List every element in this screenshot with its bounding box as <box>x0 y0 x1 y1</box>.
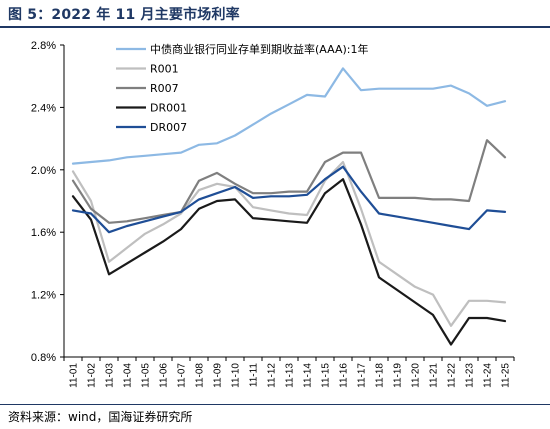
y-tick-label: 0.8% <box>31 352 56 364</box>
x-tick-label: 11-02 <box>87 363 98 388</box>
legend-label: 中债商业银行同业存单到期收益率(AAA):1年 <box>150 42 368 56</box>
x-tick-label: 11-24 <box>483 363 494 388</box>
source-rule <box>0 404 550 405</box>
x-tick-label: 11-25 <box>501 363 512 388</box>
legend-label: DR001 <box>150 102 187 115</box>
chart-title: 图 5：2022 年 11 月主要市场利率 <box>8 7 240 23</box>
x-tick-label: 11-21 <box>429 363 440 388</box>
x-tick-label: 11-16 <box>339 363 350 388</box>
legend-label: R001 <box>150 63 179 76</box>
series-line-3 <box>71 178 507 346</box>
y-tick-label: 2.8% <box>31 40 56 52</box>
x-tick-label: 11-17 <box>357 363 368 388</box>
x-tick-label: 11-19 <box>393 363 404 388</box>
legend-label: R007 <box>150 82 179 95</box>
series-line-1 <box>71 160 507 327</box>
x-tick-label: 11-03 <box>105 363 116 388</box>
x-tick-label: 11-23 <box>465 363 476 388</box>
x-tick-label: 11-07 <box>177 363 188 388</box>
line-chart: 2.8% 2.4% 2.0% 1.6% 1.2% 0.8% 11-01 11-02 11-03 1… <box>31 40 515 388</box>
series-line-2 <box>71 139 507 224</box>
x-tick-label: 11-01 <box>69 363 80 388</box>
source-note: 资料来源：wind，国海证券研究所 <box>8 410 193 424</box>
legend-label: DR007 <box>150 121 187 134</box>
x-tick-label: 11-08 <box>195 363 206 388</box>
title-rule <box>0 26 550 28</box>
chart-axes: 2.8% 2.4% 2.0% 1.6% 1.2% 0.8% 11-01 11-02 11-03 1… <box>31 40 515 388</box>
chart-legend: 中债商业银行同业存单到期收益率(AAA):1年 R001 R007 DR001 DR00… <box>116 42 368 134</box>
x-tick-label: 11-05 <box>141 363 152 388</box>
y-tick-label: 1.2% <box>31 290 56 302</box>
series-line-4 <box>71 165 507 234</box>
x-tick-label: 11-22 <box>447 363 458 388</box>
x-tick-label: 11-12 <box>267 363 278 388</box>
x-tick-label: 11-04 <box>123 363 134 388</box>
x-tick-label: 11-13 <box>285 363 296 388</box>
x-tick-label: 11-15 <box>321 363 332 388</box>
y-tick-label: 1.6% <box>31 227 56 239</box>
series-line-0 <box>71 67 507 165</box>
x-tick-label: 11-20 <box>411 363 422 388</box>
y-tick-label: 2.4% <box>31 102 56 114</box>
x-tick-label: 11-11 <box>249 363 260 388</box>
x-tick-label: 11-09 <box>213 363 224 388</box>
x-tick-label: 11-06 <box>159 363 170 388</box>
x-tick-label: 11-18 <box>375 363 386 388</box>
y-tick-label: 2.0% <box>31 165 56 177</box>
chart-series <box>71 67 507 346</box>
x-tick-label: 11-14 <box>303 363 314 388</box>
x-tick-label: 11-10 <box>231 363 242 388</box>
